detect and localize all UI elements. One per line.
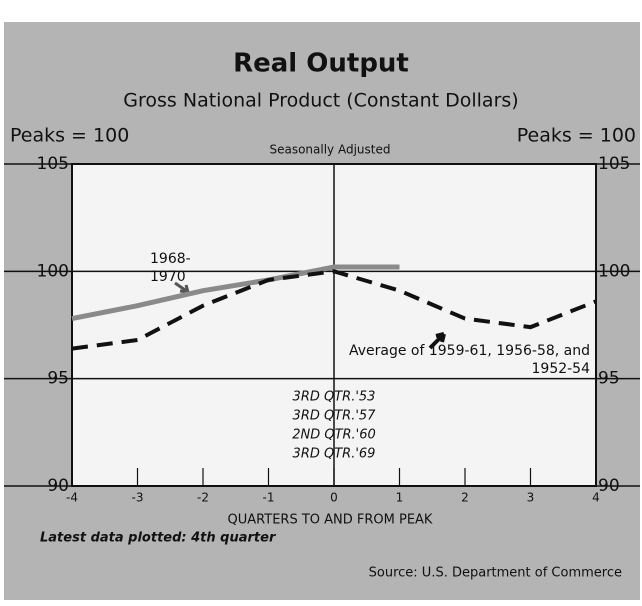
x-tick-label: -1: [263, 491, 275, 505]
series-line: [71, 264, 400, 322]
x-tick-label: 2: [461, 491, 469, 505]
series-label: 1968-1970: [150, 251, 191, 285]
x-tick-label: 0: [330, 491, 338, 505]
source: Source: U.S. Department of Commerce: [369, 566, 622, 581]
x-tick-label: -4: [66, 491, 78, 505]
arrow: [428, 332, 446, 350]
chart-subtitle: Gross National Product (Constant Dollars…: [123, 90, 518, 112]
y2-axis-label: Peaks = 100: [517, 125, 636, 147]
x-axis-label: QUARTERS TO AND FROM PEAK: [228, 513, 433, 528]
x-tick-label: 1: [396, 491, 404, 505]
x-tick-label: 3: [527, 491, 535, 505]
series-line: [71, 269, 597, 351]
peak-date: 2ND QTR.'60: [292, 428, 376, 443]
latest-note: Latest data plotted: 4th quarter: [40, 531, 277, 546]
y-axis-label: Peaks = 100: [10, 125, 129, 147]
peak-date: 3RD QTR.'53: [293, 390, 376, 405]
x-tick-label: 4: [592, 491, 600, 505]
peak-date: 3RD QTR.'69: [293, 447, 376, 462]
arrow: [174, 281, 190, 294]
chart-title: Real Output: [233, 49, 409, 79]
x-tick-label: -2: [197, 491, 209, 505]
note: Seasonally Adjusted: [269, 143, 390, 157]
peak-date: 3RD QTR.'57: [293, 409, 377, 424]
x-tick-label: -3: [132, 491, 144, 505]
series-label: Average of 1959-61, 1956-58, and 1952-54: [348, 343, 590, 377]
